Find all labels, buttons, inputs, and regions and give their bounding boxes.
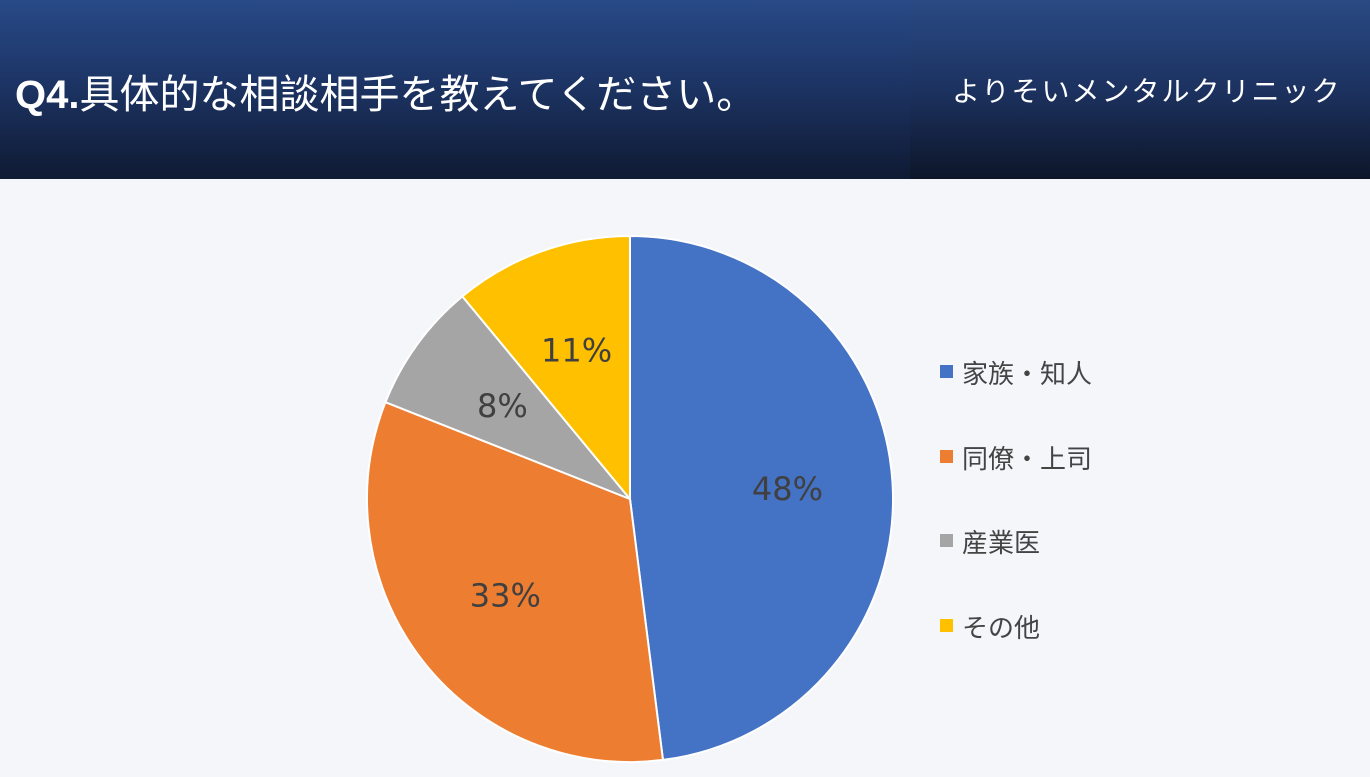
- pie-label-3: 8%: [477, 387, 528, 425]
- question-title: Q4.具体的な相談相手を教えてください。: [15, 62, 756, 120]
- pie-label-4: 11%: [541, 332, 612, 370]
- header-banner: Q4.具体的な相談相手を教えてください。 よりそいメンタルクリニック: [0, 0, 1370, 179]
- header-brand-panel: [910, 0, 1370, 179]
- pie-slice-4: [460, 234, 631, 502]
- question-text: 具体的な相談相手を教えてください。: [79, 72, 757, 118]
- legend-label: 同僚・上司: [962, 444, 1093, 475]
- legend-swatch: [940, 365, 953, 378]
- legend-label: その他: [962, 613, 1041, 644]
- pie-chart: 48% 33% 8% 11%: [366, 234, 894, 763]
- legend-swatch: [940, 534, 953, 547]
- question-number: Q4.: [15, 73, 80, 117]
- legend-swatch: [940, 618, 953, 632]
- pie-slice-3: [384, 294, 631, 500]
- brand-name: よりそいメンタルクリニック: [952, 75, 1342, 108]
- legend-label: 産業医: [962, 529, 1041, 559]
- chart-area: 48% 33% 8% 11% 家族・知人同僚・上司産業医その他: [0, 179, 1370, 777]
- legend-label: 家族・知人: [962, 360, 1093, 390]
- pie-label-1: 48%: [752, 470, 823, 508]
- legend-swatch: [940, 449, 953, 463]
- pie-label-2: 33%: [470, 577, 541, 615]
- pie-slice-1: [629, 234, 894, 762]
- pie-slice-2: [366, 400, 665, 763]
